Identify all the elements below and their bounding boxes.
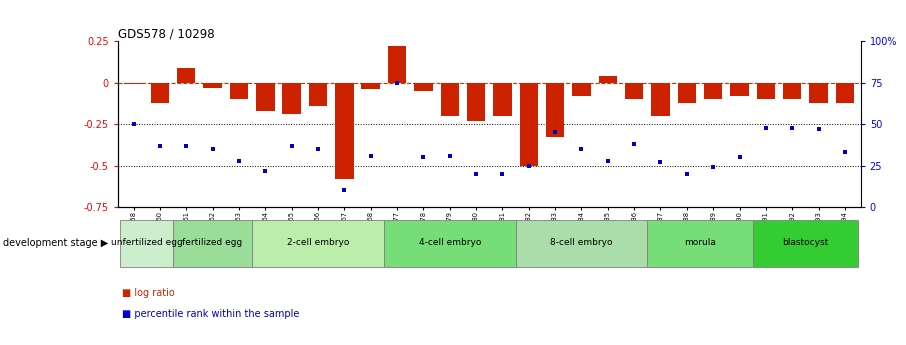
- Bar: [704, 83, 722, 99]
- Bar: [309, 83, 327, 106]
- Bar: [546, 83, 564, 137]
- Bar: [651, 83, 670, 116]
- Bar: [230, 83, 248, 99]
- Text: unfertilized egg: unfertilized egg: [111, 238, 183, 247]
- Bar: [467, 83, 486, 121]
- Bar: [809, 83, 828, 103]
- Bar: [361, 83, 380, 89]
- Text: 4-cell embryo: 4-cell embryo: [419, 238, 481, 247]
- Bar: [516, 220, 647, 266]
- Bar: [283, 83, 301, 114]
- Bar: [388, 46, 406, 83]
- Bar: [335, 83, 353, 179]
- Bar: [835, 83, 854, 103]
- Bar: [757, 83, 775, 99]
- Bar: [173, 220, 252, 266]
- Bar: [625, 83, 643, 99]
- Text: morula: morula: [684, 238, 716, 247]
- Bar: [519, 83, 538, 166]
- Text: blastocyst: blastocyst: [782, 238, 828, 247]
- Text: ■ percentile rank within the sample: ■ percentile rank within the sample: [122, 309, 300, 319]
- Bar: [177, 68, 196, 83]
- Bar: [414, 83, 432, 91]
- Bar: [204, 83, 222, 88]
- Text: fertilized egg: fertilized egg: [182, 238, 243, 247]
- Bar: [647, 220, 753, 266]
- Bar: [678, 83, 696, 103]
- Bar: [493, 83, 512, 116]
- Bar: [440, 83, 459, 116]
- Bar: [730, 83, 748, 96]
- Bar: [753, 220, 858, 266]
- Bar: [599, 76, 617, 83]
- Bar: [256, 83, 275, 111]
- Text: 2-cell embryo: 2-cell embryo: [287, 238, 349, 247]
- Text: ■ log ratio: ■ log ratio: [122, 288, 175, 298]
- Bar: [384, 220, 516, 266]
- Bar: [783, 83, 802, 99]
- Bar: [124, 83, 143, 85]
- Bar: [150, 83, 169, 103]
- Bar: [252, 220, 384, 266]
- Text: development stage ▶: development stage ▶: [4, 238, 109, 248]
- Text: 8-cell embryo: 8-cell embryo: [550, 238, 612, 247]
- Bar: [573, 83, 591, 96]
- Bar: [120, 220, 173, 266]
- Text: GDS578 / 10298: GDS578 / 10298: [118, 27, 215, 40]
